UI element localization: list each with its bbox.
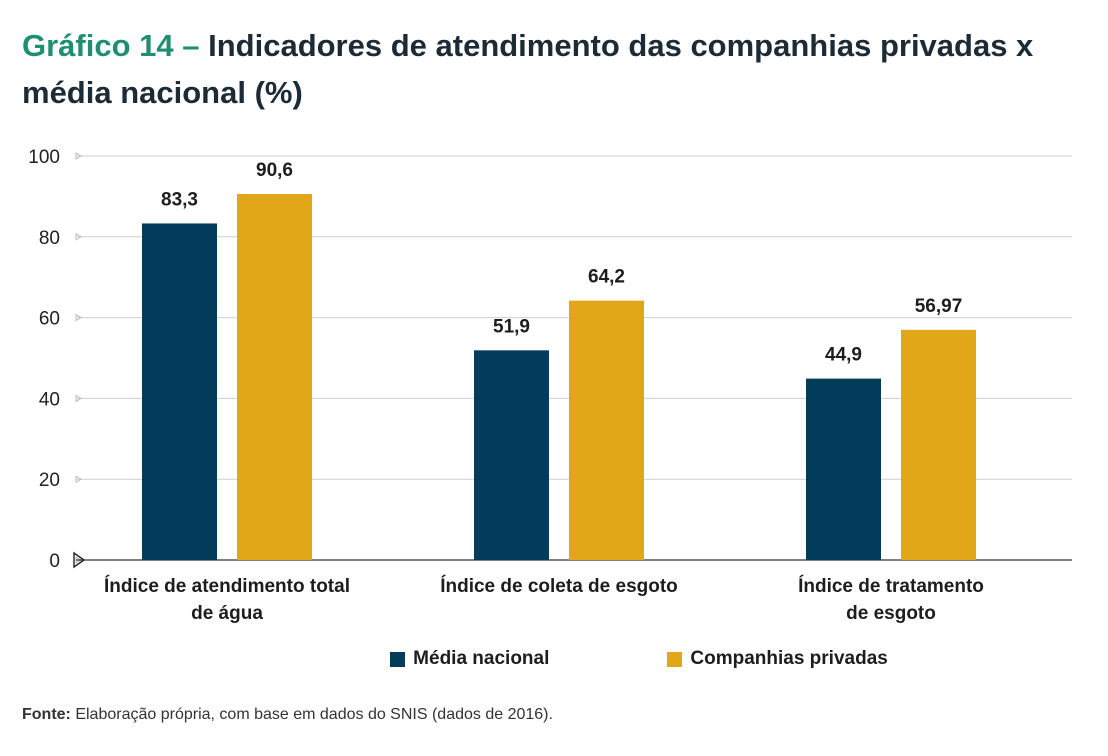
bar-chart: 0 20 40 60 80 100 83,3 90,6 Índice de atendiment… [28,147,1072,624]
x-category-label-2-0: Índice de tratamento [798,575,984,597]
legend-swatch-companhias-privadas [667,651,683,667]
data-label-1-2: 56,97 [915,296,963,317]
x-category-label-0-0: Índice de atendimento total [104,575,350,597]
chart-legend: Média nacional Companhias privadas [0,648,1108,670]
legend-label-companhias-privadas: Companhias privadas [690,648,888,669]
chart-title-prefix: Gráfico 14 – [22,28,200,63]
data-label-0-1: 51,9 [493,316,530,337]
tick-marker-40 [75,394,82,403]
y-tick-label-80: 80 [39,228,60,249]
legend-swatch-media-nacional [390,651,406,667]
chart-title: Gráfico 14 – Indicadores de atendimento … [22,22,1082,116]
x-category-label-0-1: de água [191,603,263,624]
bar-0-1 [474,350,549,560]
bar-1-2 [901,329,976,560]
tick-marker-80 [75,233,82,241]
y-tick-label-100: 100 [28,147,60,168]
data-label-1-1: 64,2 [588,267,625,288]
tick-marker-60 [75,313,82,322]
data-label-0-0: 83,3 [161,189,198,210]
x-category-label-2-1: de esgoto [846,603,936,624]
data-label-1-0: 90,6 [256,160,293,181]
source-label: Fonte: [22,706,71,723]
tick-marker-20 [75,475,82,483]
source-text: Elaboração própria, com base em dados do… [75,706,553,723]
bar-0-2 [806,378,881,560]
y-tick-label-20: 20 [39,470,60,491]
bar-1-1 [569,300,644,560]
chart-title-text: Indicadores de atendimento das companhia… [22,28,1034,110]
x-axis-origin-marker [73,551,86,569]
data-label-0-2: 44,9 [825,345,862,366]
y-tick-label-0: 0 [49,551,60,572]
legend-label-media-nacional: Média nacional [413,648,550,669]
legend-item-companhias-privadas: Companhias privadas [607,648,888,670]
bar-0-0 [142,223,217,560]
tick-marker-100 [75,152,82,160]
legend-item-media-nacional: Média nacional [220,648,549,670]
y-tick-label-40: 40 [39,389,60,410]
y-tick-label-60: 60 [39,309,60,330]
x-category-label-1-0: Índice de coleta de esgoto [440,575,678,597]
bar-1-0 [237,193,312,560]
source-note: Fonte: Elaboração própria, com base em d… [22,706,553,724]
